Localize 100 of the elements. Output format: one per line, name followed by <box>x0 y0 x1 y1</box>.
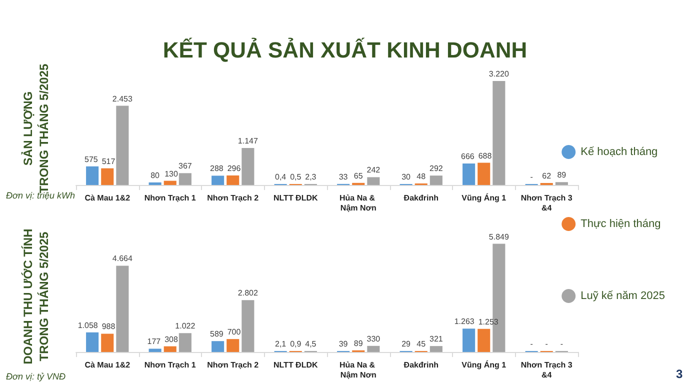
data-label: 177 <box>147 337 162 346</box>
bar <box>555 182 568 185</box>
data-label: 330 <box>366 334 381 344</box>
data-label: 2,3 <box>305 172 317 182</box>
x-tick-label: Nhơn Trạch 3&4 <box>520 360 573 380</box>
data-label: 30 <box>402 172 412 182</box>
data-label: 575 <box>84 154 98 164</box>
data-label: - <box>560 340 564 348</box>
legend-label: Thực hiện tháng <box>580 218 661 230</box>
data-label: 517 <box>102 156 116 166</box>
data-label: 1.263 <box>454 317 475 326</box>
data-label: 1.253 <box>478 317 499 326</box>
x-tick-label: Cà Mau 1&2 <box>84 360 131 370</box>
bar <box>478 162 490 185</box>
y-axis-title: SẢN LƯỢNG TRONG THÁNG 5/2025 <box>21 64 51 194</box>
data-label: 4.664 <box>112 254 133 264</box>
bar <box>462 328 476 352</box>
legend-label: Kế hoạch tháng <box>580 146 658 158</box>
data-label: 700 <box>227 328 242 337</box>
bar <box>242 300 254 352</box>
data-label: 4,5 <box>305 340 317 348</box>
x-tick-label: Vũng Áng 1 <box>462 360 507 370</box>
bar <box>242 148 254 185</box>
data-label: 2.453 <box>112 94 133 104</box>
text: 3 <box>676 367 683 381</box>
bar <box>367 177 380 185</box>
data-label: 89 <box>557 170 567 180</box>
text: Đơn vị: tỷ VNĐ <box>6 372 66 382</box>
data-label: 666 <box>460 152 475 161</box>
data-label: 3.220 <box>488 70 510 79</box>
bar <box>116 266 129 352</box>
bar <box>226 175 240 185</box>
bar <box>430 346 442 352</box>
data-label: 242 <box>366 166 381 175</box>
data-label: 367 <box>178 162 192 171</box>
data-label: 80 <box>150 170 160 180</box>
data-label: - <box>530 172 534 182</box>
x-tick-label: Hủa Na & Nậm Nơn <box>339 360 378 380</box>
bar <box>430 176 442 185</box>
x-tick-label: Nhơn Trạch 2 <box>207 360 260 370</box>
bar <box>148 348 162 352</box>
x-tick-label: Nhơn Trạch 3&4 <box>520 194 573 212</box>
bar <box>86 332 99 352</box>
data-label: 29 <box>402 340 412 348</box>
x-tick-label: Nhơn Trạch 2 <box>207 194 260 202</box>
bar <box>226 339 240 352</box>
data-label: 0,5 <box>290 172 302 182</box>
data-label: 288 <box>210 164 224 174</box>
bar <box>462 164 476 185</box>
x-tick-label: NLTT ĐLDK <box>273 360 318 370</box>
bar <box>178 333 192 352</box>
data-label: 2,1 <box>275 340 287 348</box>
data-label: 45 <box>416 340 426 348</box>
data-label: 688 <box>478 151 492 160</box>
bar <box>86 166 99 185</box>
text: Đơn vị: triệu kWh <box>6 190 75 200</box>
x-tick-label: NLTT ĐLDK <box>273 194 318 202</box>
data-label: 321 <box>430 334 444 344</box>
bar <box>101 334 114 352</box>
x-tick-label: Cà Mau 1&2 <box>84 194 131 202</box>
bar <box>492 81 506 185</box>
data-label: 589 <box>210 330 224 339</box>
bar <box>367 346 380 352</box>
x-tick-label: Hủa Na & Nậm Nơn <box>339 194 378 212</box>
bar <box>478 328 490 352</box>
chart-title: KẾT QUẢ SẢN XUẤT KINH DOANH <box>162 38 528 62</box>
data-label: 988 <box>102 322 116 332</box>
data-label: 292 <box>430 164 444 174</box>
data-label: 33 <box>338 172 348 182</box>
x-tick-label: Đakđrinh <box>404 360 439 370</box>
x-tick-label: Nhơn Trạch 1 <box>144 360 196 370</box>
data-label: 0,4 <box>275 172 287 182</box>
x-tick-label: Nhơn Trạch 1 <box>144 194 196 202</box>
bar <box>212 341 224 352</box>
x-tick-label: Vũng Áng 1 <box>462 192 507 202</box>
x-tick-label: Đakđrinh <box>404 194 439 202</box>
bar <box>164 180 176 185</box>
data-label: 65 <box>354 171 364 180</box>
data-label: 0,9 <box>290 340 302 348</box>
data-label: 1.147 <box>238 136 258 146</box>
bar <box>101 168 114 185</box>
data-label: 89 <box>354 338 364 348</box>
y-axis-title: DOANH THU ƯỚC TÍNH TRONG THÁNG 5/2025 <box>21 228 51 364</box>
data-label: 48 <box>416 172 426 181</box>
legend-label: Luỹ kế năm 2025 <box>580 290 665 302</box>
data-label: 1.058 <box>78 320 98 330</box>
bar <box>178 173 192 185</box>
data-label: 62 <box>542 172 552 180</box>
data-label: 39 <box>338 340 348 348</box>
bar <box>212 176 224 185</box>
data-label: - <box>545 340 548 348</box>
data-label: 5.849 <box>488 232 510 242</box>
data-label: 2.802 <box>238 288 258 298</box>
data-label: 296 <box>227 164 242 173</box>
data-label: 1.022 <box>175 322 196 331</box>
bar <box>148 182 162 185</box>
data-label: 308 <box>164 334 178 344</box>
data-label: - <box>530 340 534 348</box>
bar <box>116 106 129 185</box>
bar <box>164 346 176 352</box>
